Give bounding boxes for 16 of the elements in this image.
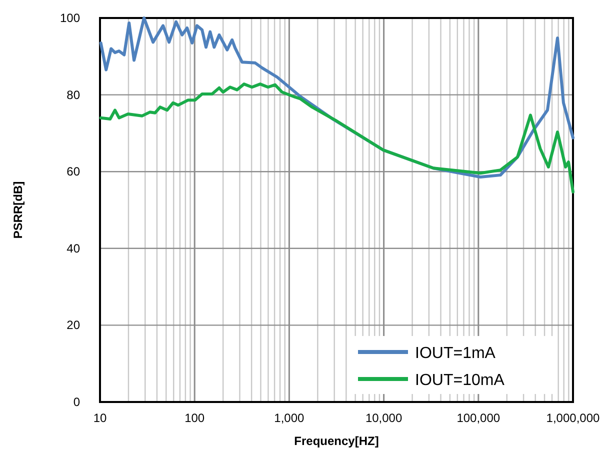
y-tick-label: 0 [73, 395, 80, 409]
x-tick-label: 100 [184, 411, 205, 425]
legend-label: IOUT=10mA [415, 372, 505, 389]
x-tick-label: 1,000,000 [546, 411, 600, 425]
x-tick-label: 100,000 [456, 411, 500, 425]
x-tick-label: 10,000 [365, 411, 402, 425]
y-axis-title: PSRR[dB] [11, 181, 25, 239]
x-tick-label: 10 [93, 411, 107, 425]
y-tick-label: 100 [60, 11, 80, 25]
x-tick-label: 1,000 [274, 411, 305, 425]
x-axis-title: Frequency[HZ] [294, 434, 379, 448]
y-tick-label: 20 [66, 318, 80, 332]
y-tick-label: 40 [66, 241, 80, 256]
legend-label: IOUT=1mA [415, 345, 496, 362]
y-tick-label: 60 [66, 164, 80, 179]
y-tick-label: 80 [66, 88, 80, 102]
